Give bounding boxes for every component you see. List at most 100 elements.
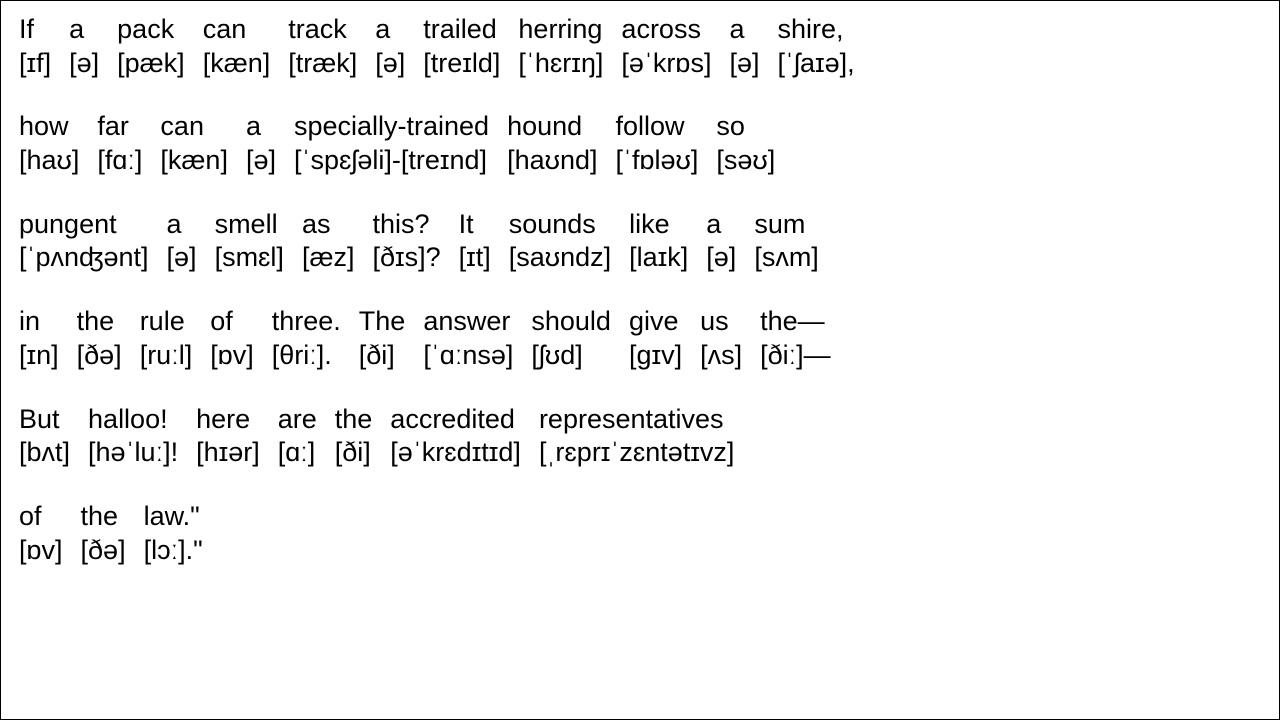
word-column: a[ə]: [706, 210, 736, 273]
word-column: give [gɪv]: [629, 307, 682, 370]
english-word: specially-trained: [294, 112, 489, 142]
english-word: the: [81, 502, 119, 532]
ipa-transcription: [treɪld]: [423, 49, 500, 79]
english-word: trailed: [423, 15, 497, 45]
text-row: pungent[ˈpʌnʤənt]a[ə]smell[smɛl]as[æz]th…: [19, 210, 1261, 273]
english-word: give: [629, 307, 679, 337]
ipa-transcription: [ˌrɛprɪˈzɛntətɪvz]: [539, 438, 735, 468]
word-column: should[ʃʊd]: [531, 307, 611, 370]
text-row: of[ɒv] the [ðə] law."[lɔː].": [19, 502, 1261, 565]
text-row: If[ɪf]a[ə]pack[pæk]can[kæn]track[træk]a[…: [19, 15, 1261, 78]
word-column: us[ʌs]: [700, 307, 742, 370]
english-word: the: [77, 307, 115, 337]
ipa-transcription: [smɛl]: [215, 243, 284, 273]
word-column: law."[lɔː].": [144, 502, 203, 565]
word-column: shire,[ˈʃaɪə],: [777, 15, 854, 78]
word-column: If[ɪf]: [19, 15, 51, 78]
ipa-transcription: [ə]: [167, 243, 197, 273]
word-column: track[træk]: [288, 15, 357, 78]
english-word: halloo!: [88, 405, 168, 435]
word-column: of[ɒv]: [19, 502, 63, 565]
english-word: accredited: [390, 405, 515, 435]
english-word: If: [19, 15, 34, 45]
ipa-transcription: [kæn]: [160, 146, 228, 176]
word-column: trailed [treɪld]: [423, 15, 500, 78]
ipa-transcription: [ə]: [706, 243, 736, 273]
ipa-transcription: [θriː].: [272, 341, 332, 371]
word-column: halloo![həˈluː]!: [88, 405, 178, 468]
word-column: accredited[əˈkrɛdɪtɪd]: [390, 405, 521, 468]
ipa-transcription: [haʊ]: [19, 146, 79, 176]
english-word: representatives: [539, 405, 724, 435]
ipa-transcription: [laɪk]: [629, 243, 688, 273]
english-word: can: [203, 15, 247, 45]
english-word: can: [160, 112, 204, 142]
word-column: The[ði]: [359, 307, 406, 370]
word-column: are[ɑː]: [278, 405, 317, 468]
ipa-transcription: [kæn]: [203, 49, 271, 79]
ipa-transcription: [bʌt]: [19, 438, 70, 468]
ipa-transcription: [gɪv]: [629, 341, 682, 371]
ipa-transcription: [əˈkrɒs]: [621, 49, 711, 79]
english-word: law.": [144, 502, 200, 532]
ipa-transcription: [ɒv]: [19, 536, 63, 566]
ipa-transcription: [ðə]: [77, 341, 122, 371]
word-column: sum[sʌm]: [754, 210, 819, 273]
ipa-transcription: [træk]: [288, 49, 357, 79]
english-word: pack: [117, 15, 174, 45]
word-column: a[ə]: [729, 15, 759, 78]
ipa-transcription: [hɪər]: [196, 438, 260, 468]
english-word: The: [359, 307, 406, 337]
ipa-transcription: [ruːl]: [140, 341, 193, 371]
english-word: like: [629, 210, 670, 240]
english-word: a: [69, 15, 84, 45]
ipa-transcription: [ðɪs]?: [372, 243, 440, 273]
english-word: here: [196, 405, 250, 435]
english-word: should: [531, 307, 611, 337]
ipa-transcription: [səʊ]: [716, 146, 775, 176]
word-column: hound[haʊnd]: [507, 112, 597, 175]
ipa-transcription: [ðə]: [81, 536, 126, 566]
english-word: a: [706, 210, 721, 240]
word-column: across [əˈkrɒs]: [621, 15, 711, 78]
ipa-transcription: [ˈfɒləʊ]: [616, 146, 699, 176]
word-column: three.[θriː].: [272, 307, 341, 370]
word-column: smell[smɛl]: [215, 210, 284, 273]
english-word: a: [246, 112, 261, 142]
transcription-page: If[ɪf]a[ə]pack[pæk]can[kæn]track[træk]a[…: [0, 0, 1280, 720]
text-row: in[ɪn]the[ðə]rule[ruːl]of[ɒv]three.[θriː…: [19, 307, 1261, 370]
english-word: so: [716, 112, 745, 142]
english-word: of: [210, 307, 233, 337]
ipa-transcription: [ɑː]: [278, 438, 316, 468]
ipa-transcription: [ˈɑːnsə]: [423, 341, 513, 371]
english-word: the—: [760, 307, 825, 337]
ipa-transcription: [ɒv]: [210, 341, 254, 371]
ipa-transcription: [ɪt]: [459, 243, 491, 273]
english-word: in: [19, 307, 40, 337]
word-column: of [ɒv]: [210, 307, 254, 370]
ipa-transcription: [sʌm]: [754, 243, 819, 273]
word-column: answer[ˈɑːnsə]: [423, 307, 513, 370]
word-column: the [ðə]: [77, 307, 122, 370]
ipa-transcription: [æz]: [302, 243, 355, 273]
word-column: follow[ˈfɒləʊ]: [616, 112, 699, 175]
word-column: in[ɪn]: [19, 307, 59, 370]
english-word: how: [19, 112, 69, 142]
text-row: how[haʊ]far[fɑː]can[kæn]a[ə]specially-tr…: [19, 112, 1261, 175]
word-column: specially-trained [ˈspɛʃəli]-[treɪnd]: [294, 112, 489, 175]
text-row: But[bʌt]halloo![həˈluː]!here[hɪər]are[ɑː…: [19, 405, 1261, 468]
word-column: a[ə]: [69, 15, 99, 78]
word-column: pungent[ˈpʌnʤənt]: [19, 210, 149, 273]
ipa-transcription: [əˈkrɛdɪtɪd]: [390, 438, 521, 468]
word-column: It[ɪt]: [459, 210, 491, 273]
english-word: herring: [518, 15, 602, 45]
ipa-transcription: [ˈspɛʃəli]-[treɪnd]: [294, 146, 487, 176]
word-column: like[laɪk]: [629, 210, 688, 273]
english-word: across: [621, 15, 701, 45]
english-word: us: [700, 307, 729, 337]
ipa-transcription: [ðiː]—: [760, 341, 831, 371]
ipa-transcription: [ði]: [335, 438, 371, 468]
word-column: so [səʊ]: [716, 112, 775, 175]
ipa-transcription: [ə]: [246, 146, 276, 176]
word-column: here[hɪər]: [196, 405, 260, 468]
